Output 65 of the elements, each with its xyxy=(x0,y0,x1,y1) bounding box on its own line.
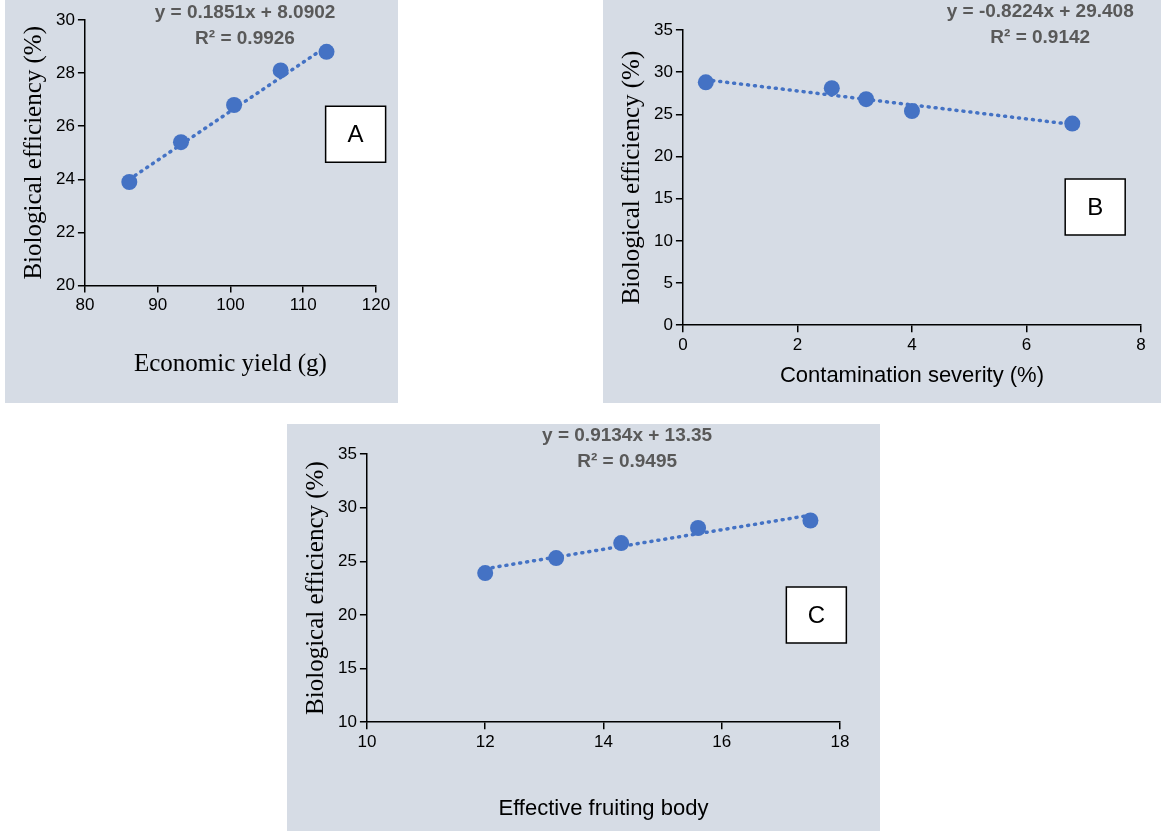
y-axis-title: Biological efficiency (%) xyxy=(18,26,47,280)
point xyxy=(1064,115,1081,132)
x-axis-title: Effective fruiting body xyxy=(498,794,709,820)
y-tick-label: 35 xyxy=(337,443,357,463)
y-tick-label: 30 xyxy=(653,61,673,81)
y-tick-label: 25 xyxy=(337,550,357,570)
point xyxy=(121,174,138,191)
x-tick-label: 8 xyxy=(1136,335,1146,355)
x-tick-label: 0 xyxy=(678,335,688,355)
point xyxy=(172,134,189,151)
point xyxy=(823,80,840,97)
annotation: R² = 0.9142 xyxy=(990,25,1091,47)
y-tick-label: 15 xyxy=(653,188,673,208)
x-tick-label: 6 xyxy=(1021,335,1032,355)
y-tick-label: 35 xyxy=(653,19,673,39)
x-tick-label: 18 xyxy=(830,732,850,752)
y-tick-label: 20 xyxy=(55,275,75,295)
point xyxy=(802,512,819,529)
x-tick-label: 16 xyxy=(712,732,732,752)
annotation: C xyxy=(807,600,826,628)
y-tick-label: 24 xyxy=(55,169,75,189)
x-tick-label: 100 xyxy=(216,295,245,315)
x-axis-title: Contamination severity (%) xyxy=(779,361,1045,387)
x-tick-label: 120 xyxy=(361,295,391,315)
y-tick-label: 30 xyxy=(337,497,357,517)
x-axis-title: Economic yield (g) xyxy=(133,348,327,377)
point xyxy=(477,565,494,582)
y-tick-label: 22 xyxy=(55,222,75,242)
y-tick-label: 30 xyxy=(55,9,75,29)
y-tick-label: 28 xyxy=(55,62,75,82)
text: y = 0.9134x + 13.35 xyxy=(542,423,713,445)
x-tick-label: 110 xyxy=(289,295,317,315)
x-tick-label: 90 xyxy=(148,295,168,315)
annotation: R² = 0.9495 xyxy=(577,449,678,471)
y-tick-label: 26 xyxy=(55,115,75,135)
point xyxy=(613,535,630,552)
y-tick-label: 25 xyxy=(653,104,673,124)
point xyxy=(548,550,565,567)
point xyxy=(690,520,707,537)
annotation: B xyxy=(1087,192,1104,220)
point xyxy=(858,91,875,108)
x-tick-label: 10 xyxy=(357,732,377,752)
y-axis-title: Biological efficiency (%) xyxy=(300,461,329,715)
y-tick-label: 0 xyxy=(663,314,673,334)
y-tick-label: 10 xyxy=(653,230,673,250)
y-tick-label: 5 xyxy=(663,272,673,292)
point xyxy=(318,43,335,60)
point xyxy=(226,96,243,113)
y-tick-label: 15 xyxy=(337,658,357,678)
x-tick-label: 14 xyxy=(593,732,613,752)
y-tick-label: 20 xyxy=(337,604,357,624)
annotation: A xyxy=(347,119,364,147)
point xyxy=(903,102,920,119)
y-tick-label: 20 xyxy=(653,146,673,166)
annotation: y = 0.1851x + 8.0902 xyxy=(154,0,336,22)
y-tick-label: 10 xyxy=(337,711,357,731)
x-tick-label: 12 xyxy=(475,732,495,752)
x-tick-label: 2 xyxy=(792,335,803,355)
text: y = -0.8224x + 29.408 xyxy=(946,0,1134,21)
annotation: R² = 0.9926 xyxy=(195,26,295,48)
x-tick-label: 4 xyxy=(907,335,917,355)
x-tick-label: 80 xyxy=(75,295,95,315)
point xyxy=(697,74,714,91)
y-axis-title: Biological efficiency (%) xyxy=(616,50,645,305)
point xyxy=(272,62,289,79)
